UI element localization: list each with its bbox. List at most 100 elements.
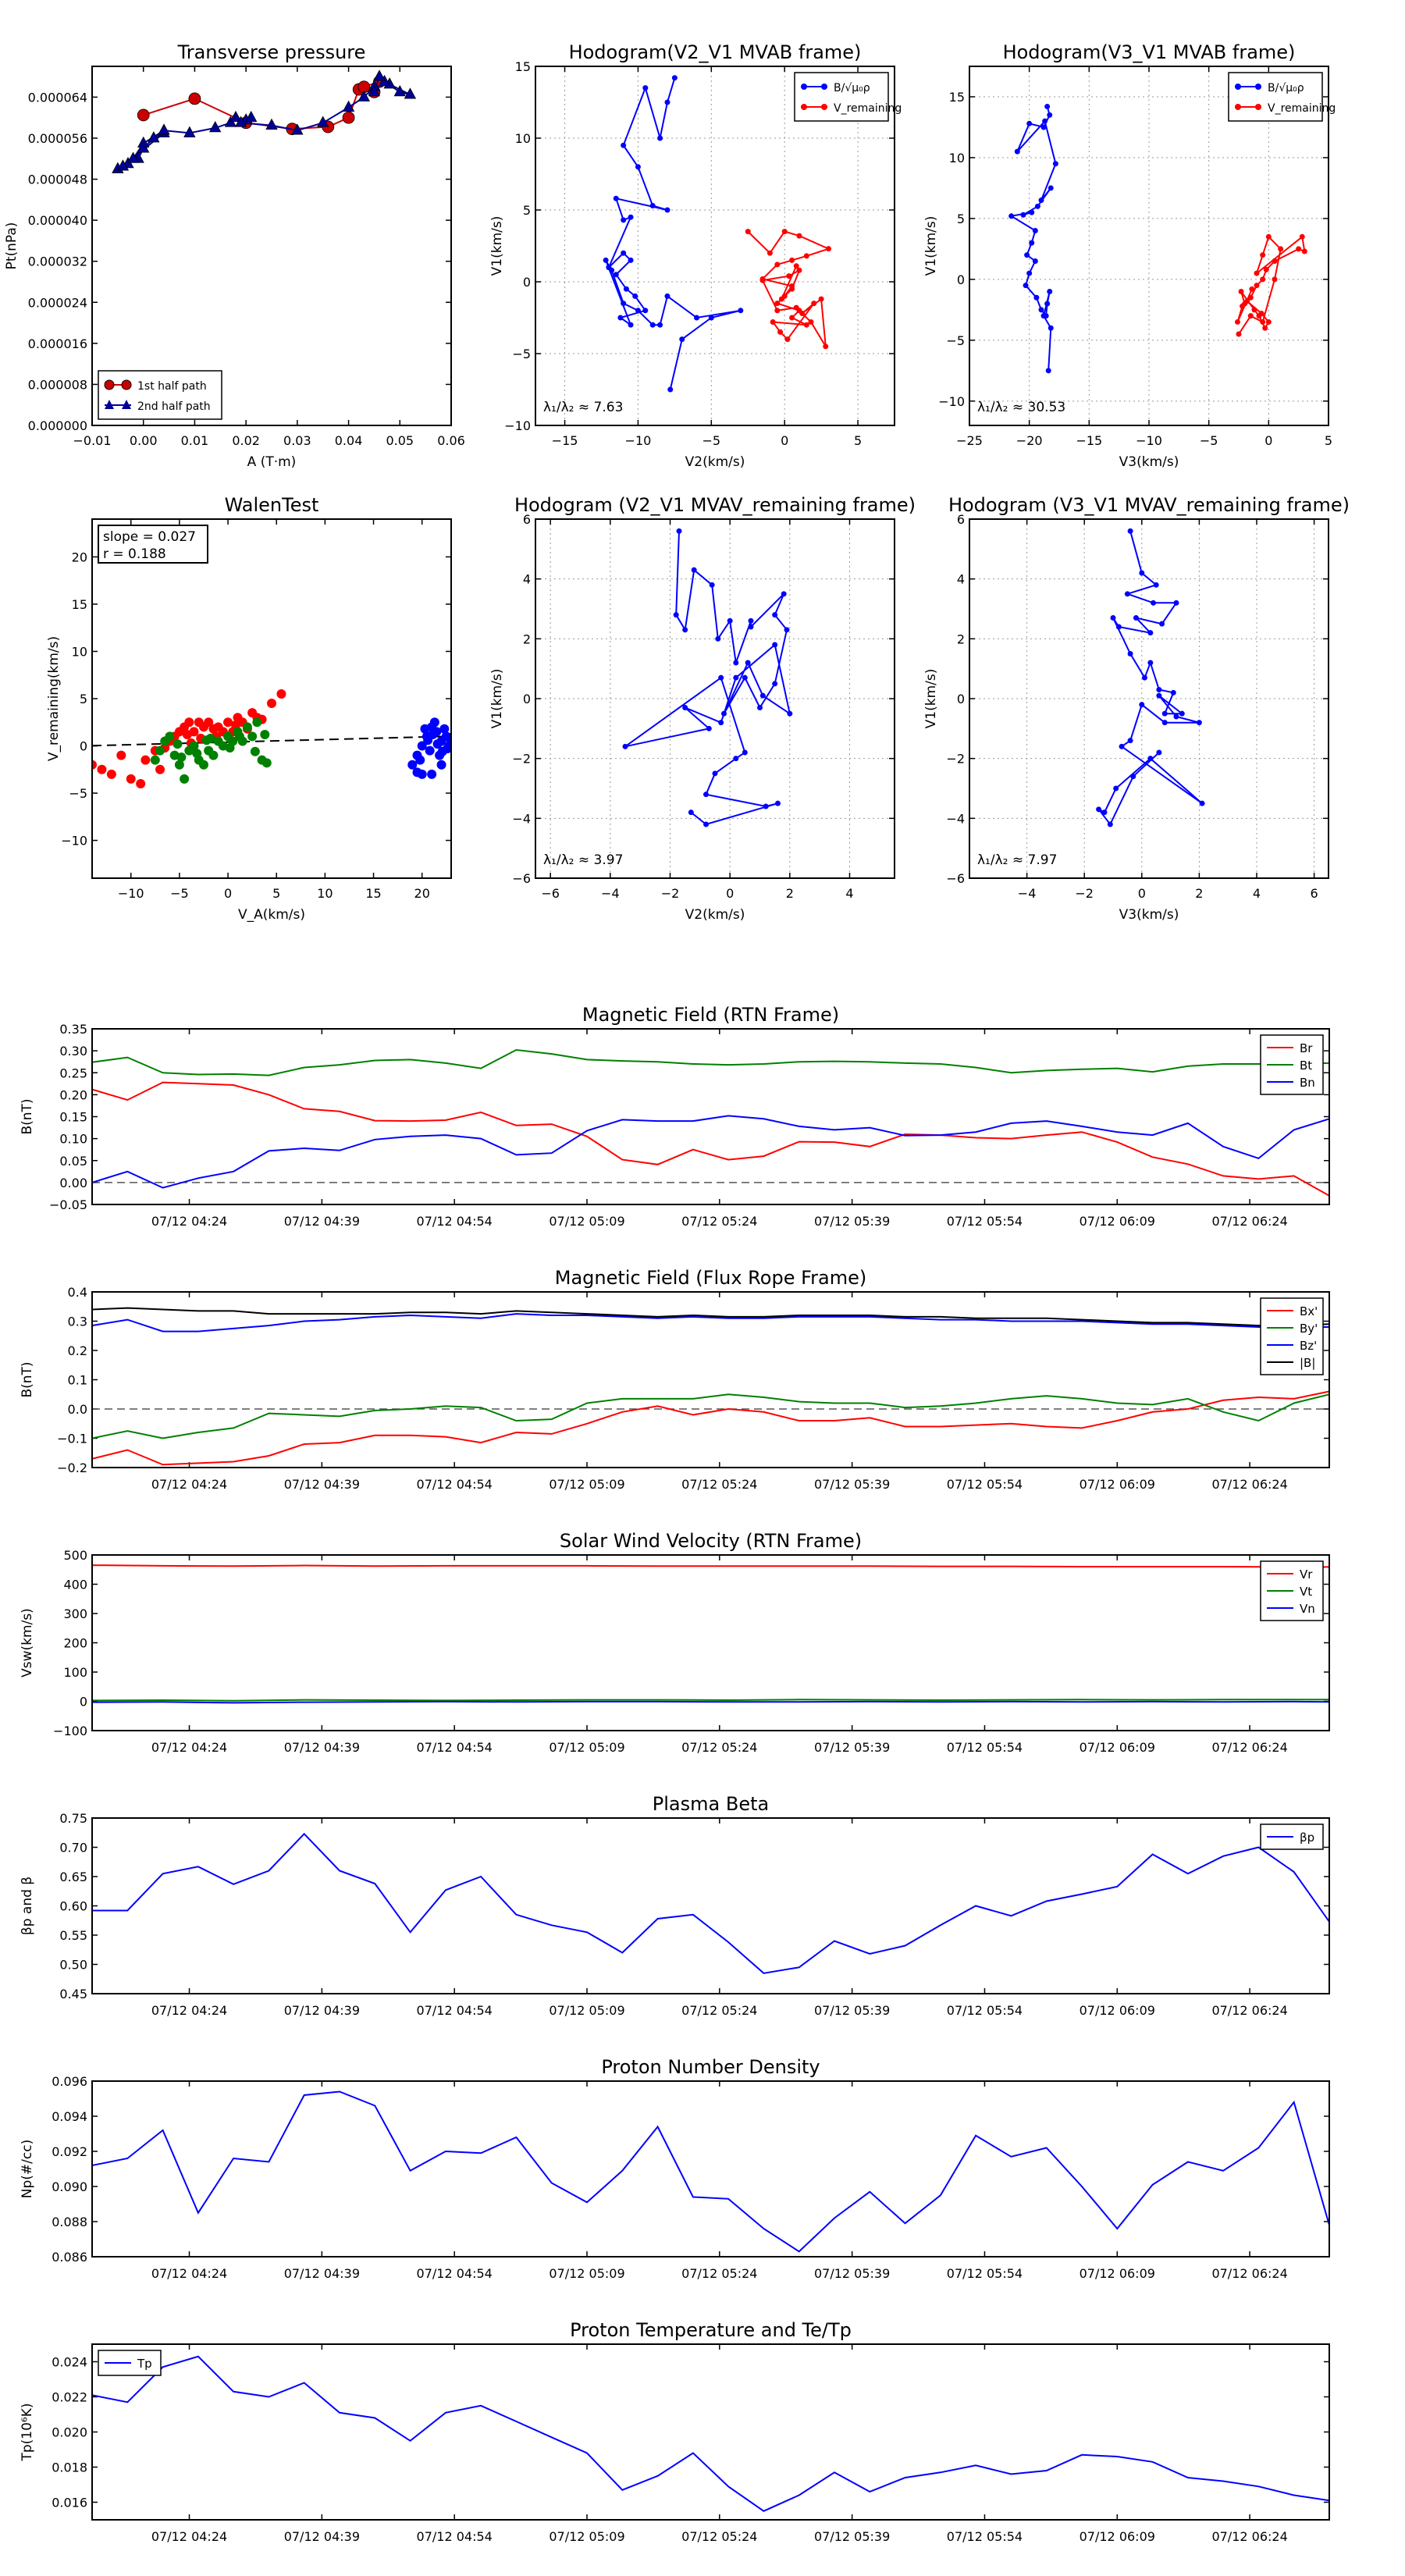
hodo_v3v1_mvav-series-0-series — [1096, 528, 1205, 827]
data-point — [1113, 785, 1119, 792]
y-tick-label: 0.016 — [52, 2496, 87, 2510]
data-point — [1047, 112, 1053, 118]
data-point — [657, 135, 663, 141]
data-point — [632, 293, 638, 299]
data-point — [136, 778, 146, 788]
data-point — [357, 90, 370, 101]
data-point — [621, 142, 627, 148]
x-tick-label: 07/12 04:39 — [284, 1214, 360, 1229]
data-point — [1023, 283, 1029, 289]
data-point — [781, 229, 788, 235]
y-tick-label: −0.2 — [57, 1461, 87, 1475]
data-point — [276, 688, 286, 699]
chart-title: Proton Temperature and Te/Tp — [570, 2319, 852, 2341]
x-tick-label: 07/12 05:39 — [814, 2003, 890, 2018]
data-point — [613, 195, 619, 201]
mag_fr-panel: Magnetic Field (Flux Rope Frame) −0.2 −0.1… — [20, 1267, 1330, 1492]
data-point — [703, 821, 709, 827]
data-point — [757, 705, 763, 710]
y-tick-label: 400 — [63, 1578, 87, 1592]
data-point — [1026, 270, 1033, 276]
data-point — [1045, 368, 1051, 374]
plot-frame — [969, 518, 1329, 879]
y-tick-label: −10 — [938, 394, 965, 409]
x-tick-label: 07/12 06:09 — [1080, 2529, 1155, 2544]
x-tick-label: −0.01 — [73, 433, 111, 448]
y-tick-label: −4 — [512, 811, 531, 826]
y-axis-label: Np(#/cc) — [20, 2140, 35, 2198]
data-point — [1272, 276, 1278, 283]
data-point — [733, 674, 739, 681]
x-tick-label: 07/12 05:09 — [549, 2529, 624, 2544]
y-tick-label: −0.05 — [49, 1197, 87, 1212]
x-tick-label: 07/12 06:24 — [1211, 2266, 1287, 2281]
data-point — [1249, 286, 1255, 292]
legend-label: Vt — [1300, 1585, 1312, 1599]
data-point — [183, 126, 196, 137]
data-point — [1301, 248, 1307, 254]
y-tick-label: 10 — [949, 151, 965, 165]
walen-panel: WalenTest −10 −5 0 5 10 15 20 −10 −5 0 5 10 15 20 V_A(k… — [46, 494, 452, 923]
data-point — [234, 731, 244, 742]
data-point — [657, 322, 663, 328]
legend-label: Bz' — [1300, 1339, 1317, 1353]
data-point — [1247, 294, 1254, 301]
data-point — [803, 322, 809, 328]
data-point — [225, 742, 235, 753]
legend-marker — [122, 400, 131, 409]
legend-box — [794, 72, 889, 122]
y-tick-label: 0.000048 — [28, 173, 87, 187]
data-point — [742, 674, 748, 681]
x-tick-label: 07/12 04:39 — [284, 1740, 360, 1755]
x-tick-label: 07/12 04:54 — [417, 2003, 493, 2018]
data-point — [748, 624, 754, 630]
x-tick-label: −5 — [1200, 433, 1218, 448]
data-point — [1170, 689, 1176, 696]
eigenvalue-ratio-label: λ₁/λ₂ ≈ 7.63 — [543, 400, 623, 415]
x-tick-label: 4 — [845, 886, 853, 901]
y-tick-label: 0.4 — [68, 1285, 87, 1300]
data-point — [137, 136, 150, 148]
x-tick-label: 07/12 06:09 — [1080, 2266, 1155, 2281]
x-tick-label: 07/12 04:39 — [284, 2529, 360, 2544]
plot-frame — [91, 2080, 1330, 2258]
x-tick-label: 07/12 05:24 — [681, 1477, 757, 1492]
series-line — [1097, 531, 1203, 826]
vsw-vn-series — [92, 1700, 1329, 1704]
eigenvalue-ratio-label: λ₁/λ₂ ≈ 7.97 — [977, 852, 1057, 868]
data-point — [420, 724, 430, 734]
legend-label: By' — [1300, 1322, 1318, 1336]
y-axis-label: V_remaining(km/s) — [46, 636, 62, 761]
x-tick-label: 07/12 05:09 — [549, 1214, 624, 1229]
data-point — [1038, 307, 1044, 313]
data-point — [823, 343, 829, 350]
data-point — [1278, 246, 1284, 252]
x-tick-label: 07/12 06:24 — [1211, 1214, 1287, 1229]
data-point — [116, 159, 130, 171]
y-tick-label: 0.000040 — [28, 213, 87, 228]
x-tick-label: 07/12 05:09 — [549, 1740, 624, 1755]
x-tick-label: 07/12 05:54 — [947, 2003, 1023, 2018]
data-point — [1258, 311, 1264, 317]
series-line — [92, 1564, 1329, 1568]
y-tick-label: 0.00 — [59, 1176, 87, 1190]
data-point — [342, 111, 355, 124]
data-point — [242, 722, 252, 732]
y-tick-label: 0.25 — [59, 1066, 87, 1080]
y-tick-label: 0.05 — [59, 1154, 87, 1169]
data-point — [148, 131, 160, 143]
data-point — [1159, 621, 1165, 627]
data-point — [1127, 651, 1133, 656]
data-point — [1260, 252, 1266, 258]
y-tick-label: 0.096 — [52, 2074, 87, 2089]
legend-label: V_remaining — [834, 102, 902, 115]
hodo_v3v1_mvab-panel: Hodogram(V3_V1 MVAB frame) −10 −5 0 5 10 15 −25… — [923, 41, 1336, 470]
x-tick-label: 5 — [854, 433, 862, 448]
hodo_v3v1_mvav-panel: Hodogram (V3_V1 MVAV_remaining frame) −6 −… — [923, 494, 1350, 923]
y-tick-label: 0.088 — [52, 2215, 87, 2229]
data-point — [446, 732, 451, 742]
series-line — [624, 531, 791, 826]
data-point — [774, 301, 781, 307]
plot-frame — [535, 518, 895, 879]
x-tick-label: −4 — [601, 886, 620, 901]
